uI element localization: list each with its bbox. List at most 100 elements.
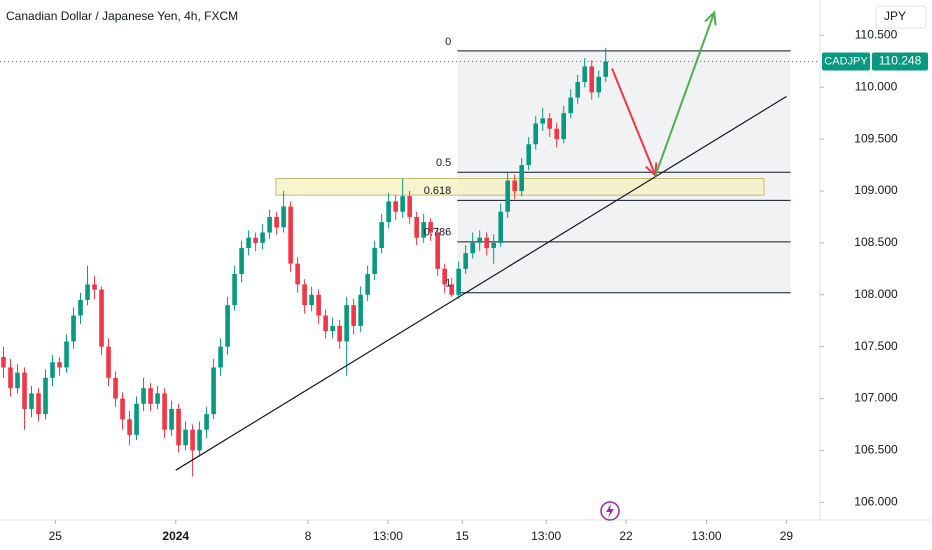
x-tick-label: 13:00 — [692, 529, 722, 543]
candle-body — [456, 268, 461, 295]
candle-body — [162, 393, 167, 430]
candle-body — [372, 248, 377, 275]
candle-body — [85, 284, 90, 300]
candle-body — [71, 315, 76, 342]
fib-label: 1 — [445, 278, 451, 290]
x-tick-label: 25 — [49, 529, 63, 543]
candle-body — [232, 274, 237, 306]
x-tick-label: 8 — [305, 529, 312, 543]
candle-body — [141, 388, 146, 404]
candle-body — [64, 341, 69, 368]
candle-body — [428, 222, 433, 233]
y-tick-label: 108.000 — [854, 287, 898, 301]
candle-body — [603, 61, 609, 77]
candle-body — [575, 81, 581, 98]
arrow — [654, 12, 716, 176]
y-tick-label: 110.500 — [855, 27, 898, 41]
y-tick-label: 109.000 — [854, 183, 898, 197]
candle-body — [484, 237, 489, 249]
candle-body — [1, 357, 6, 368]
candle-body — [22, 372, 27, 409]
overlays: 0 0.5 0.618 0.786 1 — [0, 10, 820, 471]
trendline — [175, 96, 787, 471]
candle-body — [120, 398, 125, 420]
candle-body — [470, 242, 475, 254]
candles — [1, 47, 609, 477]
candle-body — [267, 216, 272, 233]
candle-body — [568, 97, 574, 114]
candle-body — [449, 284, 454, 295]
event-icon-bolt — [606, 504, 614, 518]
candle-body — [295, 263, 300, 285]
candle-body — [344, 305, 349, 342]
x-tick-label: 13:00 — [373, 529, 403, 543]
currency-box[interactable] — [875, 5, 927, 29]
arrow-head — [704, 10, 717, 26]
candle-body — [190, 429, 195, 451]
candle-body — [281, 206, 286, 228]
candle-body — [414, 216, 419, 238]
candle-body — [351, 305, 356, 326]
y-tick-label: 109.500 — [854, 131, 898, 145]
candle-body — [561, 113, 567, 140]
candle-body — [491, 242, 496, 249]
fib-label: 0.618 — [424, 185, 452, 197]
last-price-label: 110.248 — [879, 54, 922, 68]
candle-body — [421, 222, 426, 238]
candle-body — [554, 128, 560, 140]
candle-body — [211, 367, 216, 415]
candle-body — [323, 315, 328, 332]
symbol-box — [822, 52, 870, 71]
candle-body — [526, 144, 531, 166]
candle-body — [540, 118, 545, 124]
candle-body — [379, 222, 384, 249]
candle-body — [519, 165, 524, 191]
candle-body — [8, 367, 13, 389]
candle-body — [596, 76, 602, 93]
candle-body — [512, 180, 517, 191]
price-box — [872, 52, 928, 71]
candle-body — [505, 180, 510, 212]
candle-body — [106, 346, 111, 378]
candle-body — [169, 408, 174, 430]
candle-body — [407, 196, 412, 217]
arrow — [611, 68, 657, 176]
symbol-label: CADJPY — [824, 55, 868, 67]
candle-body — [155, 393, 160, 404]
candle-body — [148, 388, 153, 404]
candle-body — [533, 123, 538, 145]
candle-body — [589, 66, 595, 93]
candle-body — [43, 377, 48, 415]
candle-body — [365, 274, 370, 295]
currency: JPY — [884, 9, 906, 23]
fib-label: 0 — [445, 36, 451, 48]
candle-body — [183, 429, 188, 446]
candle-body — [435, 232, 440, 269]
candle-body — [218, 346, 223, 368]
candle-body — [309, 294, 314, 306]
candle-body — [442, 268, 447, 285]
candle-body — [127, 419, 132, 435]
y-tick-label: 108.500 — [854, 235, 898, 249]
x-tick-label: 29 — [780, 529, 794, 543]
fib-area — [457, 50, 791, 293]
candle-body — [197, 429, 202, 451]
candle-body — [253, 237, 258, 243]
y-tick-label: 106.000 — [854, 495, 898, 509]
y-tick-label: 107.500 — [854, 339, 898, 353]
candle-body — [78, 299, 83, 316]
fib-label: 0.786 — [424, 227, 452, 239]
candle-body — [134, 403, 139, 435]
x-tick-label: 2024 — [162, 529, 189, 543]
candle-body — [239, 248, 244, 275]
candle-body — [400, 196, 405, 212]
candle-body — [386, 201, 391, 223]
candle-body — [337, 325, 342, 342]
candle-body — [225, 305, 230, 347]
candle-body — [330, 325, 335, 332]
fib-label: 0.5 — [436, 157, 451, 169]
candle-body — [99, 289, 104, 347]
candle-body — [15, 372, 20, 389]
candle-body — [57, 362, 62, 368]
